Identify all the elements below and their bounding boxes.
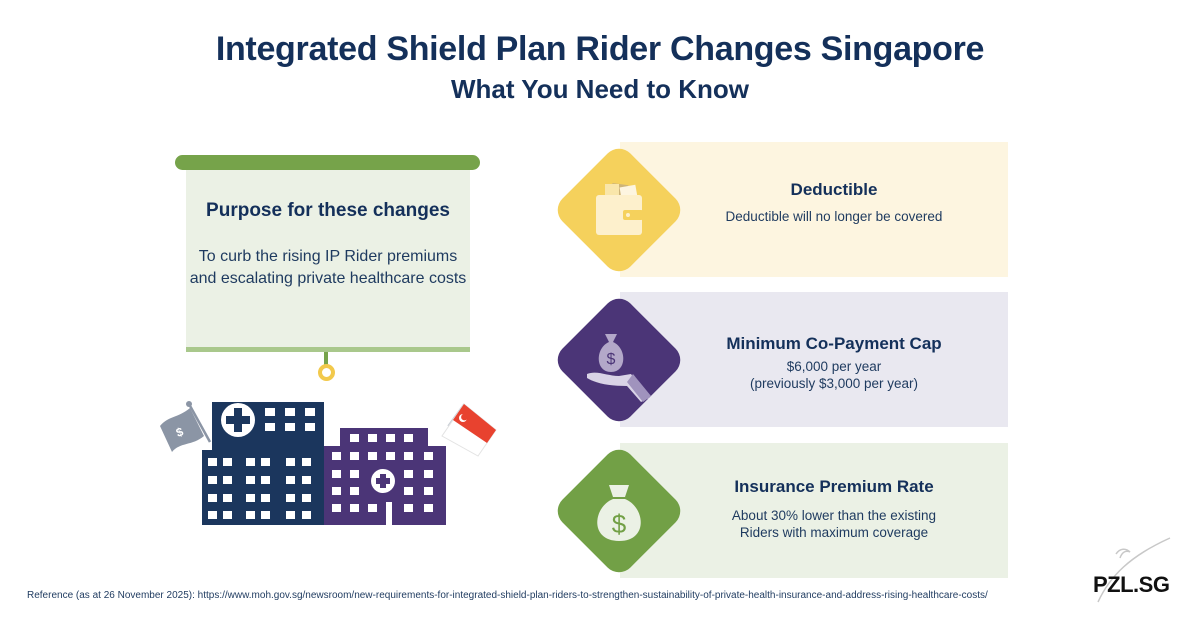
co-payment-diamond: $ [549,290,689,430]
singapore-flag-icon [441,403,497,457]
wallet-icon [596,182,643,235]
card-text: Deductible will no longer be covered [725,209,943,224]
reference-link[interactable]: Reference (as at 26 November 2025): http… [27,590,988,601]
dollar-flag-icon: $ [160,401,212,452]
card-text-line-2: Riders with maximum coverage [739,525,929,540]
hospital-purple-icon [324,428,446,525]
card-title: Insurance Premium Rate [734,477,934,496]
purpose-heading: Purpose for these changes [206,200,450,221]
pzl-logo-swoosh-icon [1097,537,1171,603]
card-text-line-1: About 30% lower than the existing [731,508,937,523]
pzl-logo: PZL.SG [1093,572,1170,597]
card-co-payment-cap: Minimum Co-Payment Cap $6,000 per year (… [620,292,1008,427]
board-pull-string [324,352,328,366]
money-bag-icon: $ [597,485,641,541]
svg-text:$: $ [607,351,616,368]
board-top-bar [175,155,480,170]
board-bottom-edge [186,347,470,352]
board-pull-ring-icon [318,364,335,381]
card-premium-rate: Insurance Premium Rate About 30% lower t… [620,443,1008,578]
premium-rate-diamond: $ [549,441,689,581]
svg-text:$: $ [612,509,627,539]
purpose-text: To curb the rising IP Rider premiums and… [189,248,467,287]
hand-money-bag-icon: $ [587,334,651,402]
card-deductible: Deductible Deductible will no longer be … [620,142,1008,277]
hospital-illustration: $ [160,401,497,525]
deductible-diamond [549,140,689,280]
page-title: Integrated Shield Plan Rider Changes Sin… [215,30,985,68]
card-text-line-1: $6,000 per year [786,359,882,374]
board-panel [186,170,470,349]
card-title: Deductible [790,180,878,199]
page-subtitle: What You Need to Know [450,74,750,104]
card-text-line-2: (previously $3,000 per year) [749,376,919,391]
svg-text:$: $ [174,424,185,440]
card-title: Minimum Co-Payment Cap [726,334,942,353]
hospital-navy-icon [202,402,324,525]
